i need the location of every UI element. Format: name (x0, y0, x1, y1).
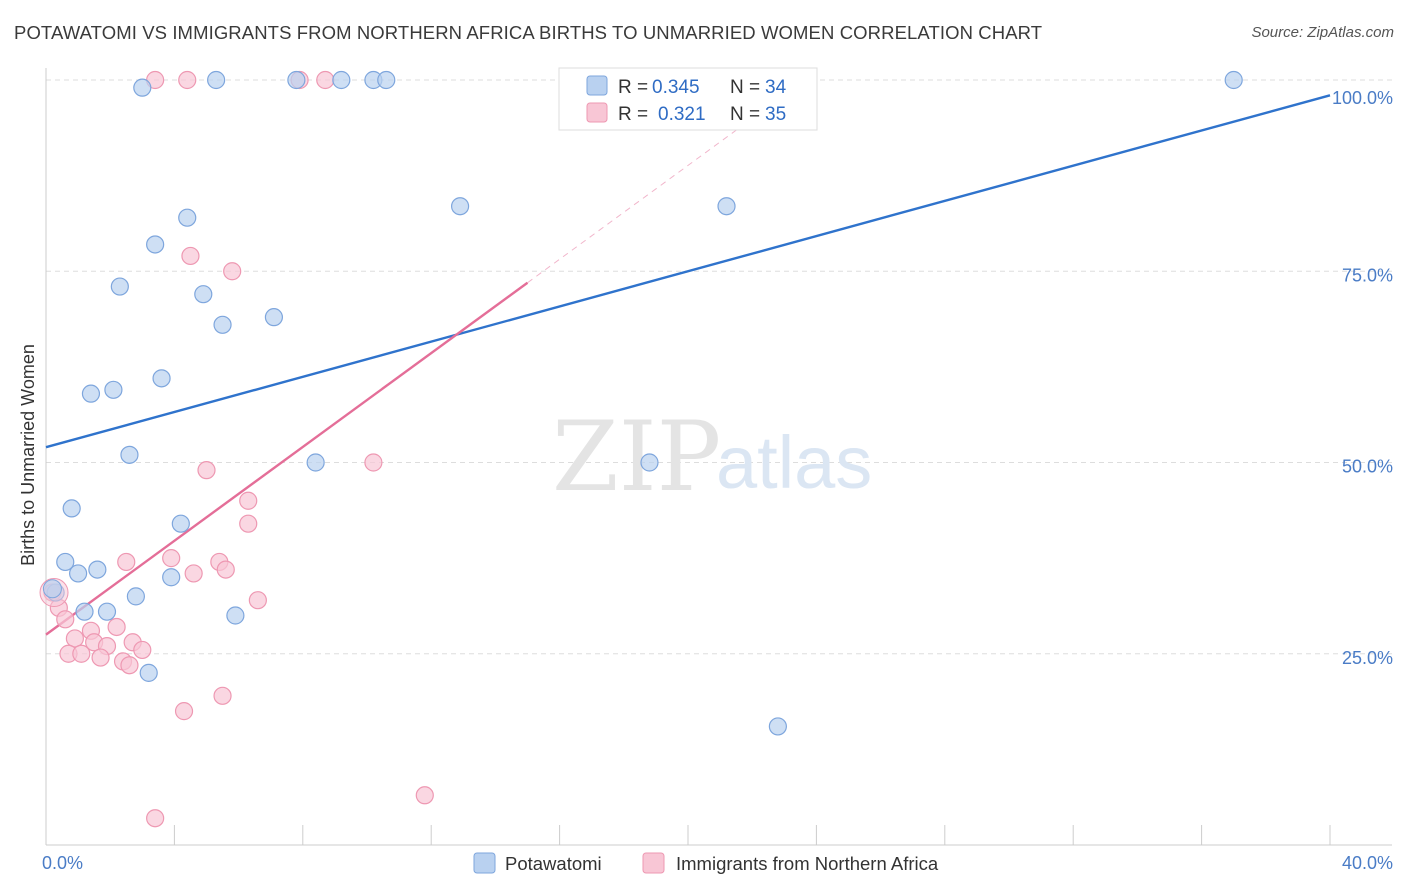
point-potawatomi (133, 78, 152, 97)
watermark: ZIP atlas (552, 401, 872, 513)
grid-lines (46, 79, 1392, 655)
y-tick-label: 25.0% (1342, 648, 1393, 668)
point-immigrants (364, 453, 383, 472)
point-immigrants (72, 644, 91, 663)
point-immigrants (178, 70, 197, 90)
legend-swatch-immigrants (586, 102, 608, 123)
point-potawatomi (88, 560, 107, 579)
series-legend-swatch-immigrants (642, 852, 665, 874)
series-legend-label-immigrants: Immigrants from Northern Africa (676, 853, 939, 874)
point-potawatomi (120, 445, 139, 464)
point-potawatomi (226, 606, 245, 625)
legend-r-label: R = (618, 77, 648, 98)
legend-n-label: N = (730, 104, 760, 125)
point-immigrants (223, 262, 242, 281)
y-tick-label: 50.0% (1342, 457, 1393, 477)
trend-line-potawatomi (45, 94, 1331, 449)
point-potawatomi (332, 70, 351, 90)
point-immigrants (146, 809, 165, 828)
watermark-zip: ZIP (552, 401, 721, 513)
point-potawatomi (126, 587, 145, 606)
legend-r-value: 0.321 (658, 104, 706, 125)
point-potawatomi (213, 315, 232, 334)
y-tick-label: 75.0% (1342, 265, 1393, 285)
point-immigrants (162, 549, 181, 568)
point-potawatomi-cluster (42, 579, 62, 599)
watermark-atlas: atlas (716, 421, 872, 504)
point-immigrants (415, 786, 434, 805)
legend-n-value: 35 (765, 104, 786, 125)
point-potawatomi (717, 197, 736, 216)
point-potawatomi (264, 308, 284, 327)
y-axis-label: Births to Unmarried Women (18, 344, 38, 566)
point-immigrants (184, 564, 203, 583)
point-potawatomi (81, 384, 101, 403)
y-tick-labels: 25.0% 50.0% 75.0% 100.0% (1332, 88, 1393, 668)
point-potawatomi (162, 568, 181, 587)
series-legend: Potawatomi Immigrants from Northern Afri… (473, 852, 939, 874)
point-potawatomi (97, 602, 117, 621)
x-tick-label-min: 0.0% (42, 853, 83, 873)
source-credit: Source: ZipAtlas.com (1251, 24, 1394, 41)
point-potawatomi (56, 552, 75, 572)
y-tick-label: 100.0% (1332, 88, 1393, 108)
point-potawatomi (104, 380, 123, 399)
point-immigrants (117, 552, 136, 572)
trend-lines (45, 79, 1331, 636)
series-legend-swatch-potawatomi (473, 852, 496, 874)
point-potawatomi (1224, 70, 1243, 90)
x-tick-label-max: 40.0% (1342, 853, 1393, 873)
point-potawatomi (306, 453, 325, 472)
point-immigrants (248, 591, 267, 610)
point-potawatomi (139, 663, 158, 682)
point-immigrants (120, 656, 139, 675)
point-immigrants (239, 514, 258, 533)
point-immigrants (56, 610, 75, 629)
legend-n-label: N = (730, 77, 760, 98)
data-points (39, 70, 1243, 828)
point-potawatomi (450, 197, 470, 216)
point-immigrants (91, 648, 110, 667)
point-potawatomi (768, 717, 787, 736)
point-potawatomi (62, 499, 81, 518)
point-immigrants (174, 702, 194, 721)
x-tick-labels: 0.0% 40.0% (42, 853, 1393, 873)
point-immigrants (213, 686, 232, 705)
point-immigrants (65, 629, 84, 648)
chart-title: POTAWATOMI VS IMMIGRANTS FROM NORTHERN A… (14, 22, 1043, 43)
axes (45, 68, 1392, 846)
point-immigrants (197, 461, 216, 480)
point-potawatomi (152, 369, 171, 388)
point-potawatomi (75, 602, 94, 621)
point-immigrants (133, 640, 152, 660)
point-potawatomi (377, 70, 396, 90)
point-immigrants (107, 617, 126, 637)
point-potawatomi (640, 453, 659, 472)
point-potawatomi (146, 235, 165, 254)
point-potawatomi (110, 277, 129, 296)
point-potawatomi (171, 514, 190, 533)
point-potawatomi (178, 208, 197, 227)
trend-line-immigrants (45, 281, 529, 636)
point-potawatomi (207, 70, 226, 90)
legend: R = 0.345 N = 34 R = 0.321 N = 35 (558, 67, 818, 131)
series-legend-label-potawatomi: Potawatomi (505, 853, 602, 874)
point-immigrants (316, 70, 335, 90)
point-potawatomi (287, 70, 306, 90)
point-potawatomi (194, 285, 213, 304)
point-immigrants (239, 491, 258, 510)
legend-r-label: R = (618, 104, 648, 125)
legend-n-value: 34 (765, 77, 787, 98)
point-potawatomi (68, 564, 88, 583)
point-immigrants (216, 560, 235, 579)
legend-swatch-potawatomi (586, 75, 608, 96)
legend-r-value: 0.345 (652, 77, 700, 98)
point-immigrants (181, 246, 200, 266)
